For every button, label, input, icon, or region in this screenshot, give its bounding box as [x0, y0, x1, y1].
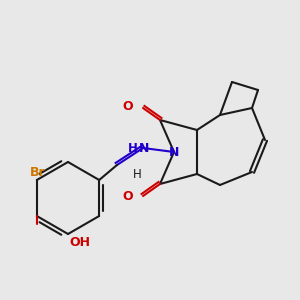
- Text: H: H: [133, 169, 141, 182]
- Text: N: N: [169, 146, 179, 158]
- Text: N: N: [139, 142, 149, 154]
- Text: Br: Br: [30, 167, 46, 179]
- Text: O: O: [123, 100, 133, 113]
- Text: OH: OH: [70, 236, 91, 250]
- Text: O: O: [123, 190, 133, 203]
- Text: H: H: [128, 142, 138, 154]
